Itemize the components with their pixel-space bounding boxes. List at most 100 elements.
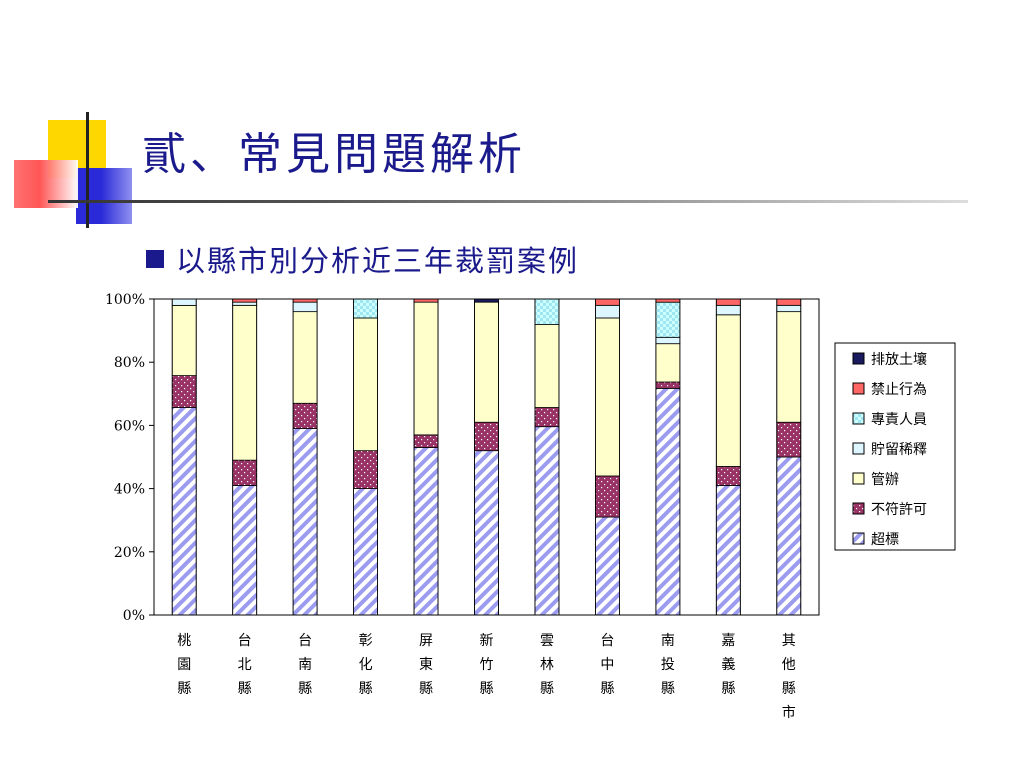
legend-swatch [852, 442, 865, 455]
bar-segment-超標 [232, 485, 258, 616]
bar-segment-不符許可 [171, 375, 197, 408]
y-tick-label: 80% [114, 355, 145, 371]
legend-swatch [852, 532, 865, 545]
bar-outline [715, 298, 741, 616]
bar-segment-超標 [171, 407, 197, 616]
bar-segment-超標 [715, 485, 741, 616]
bar-segment-禁止行為 [232, 298, 258, 303]
category-label-char: 縣 [359, 681, 373, 697]
bar-segment-管辦 [413, 301, 439, 436]
category-label-char: 縣 [177, 681, 191, 697]
bar-outline [413, 298, 439, 616]
bar-segment-不符許可 [232, 459, 258, 486]
category-label-char: 縣 [782, 681, 796, 697]
bar-outline [595, 298, 620, 616]
bar-outline [292, 298, 318, 616]
bar-segment-不符許可 [595, 475, 620, 518]
legend-swatch [852, 472, 865, 485]
slide-title: 貳、常見問題解析 [142, 129, 526, 180]
y-tick-label: 20% [114, 545, 145, 561]
category-label-char: 竹 [480, 657, 494, 673]
bar-segment-管辦 [292, 311, 318, 404]
bar-segment-禁止行為 [655, 298, 681, 303]
category-label-char: 東 [419, 657, 433, 673]
bar-segment-排放土壤 [474, 298, 499, 303]
bar-segment-管辦 [232, 304, 258, 461]
bar-segment-管辦 [171, 304, 197, 377]
category-label-char: 縣 [298, 681, 312, 697]
bar-segment-禁止行為 [292, 298, 318, 303]
legend-label: 貯留稀釋 [871, 442, 927, 458]
bar-segment-不符許可 [655, 381, 681, 389]
bar-segment-管辦 [715, 314, 741, 467]
legend-swatch [852, 502, 865, 515]
category-label-char: 化 [359, 657, 373, 673]
category-label-char: 台 [600, 633, 614, 649]
category-label-char: 南 [298, 657, 312, 673]
legend-label: 管辦 [871, 472, 899, 488]
legend-label: 專責人員 [871, 412, 927, 428]
bar-outline [534, 298, 560, 616]
category-label-char: 台 [298, 633, 312, 649]
bar-segment-不符許可 [474, 421, 499, 452]
bar-segment-貯留稀釋 [655, 336, 681, 345]
bar-outline [655, 298, 681, 616]
bar-segment-管辦 [474, 301, 499, 423]
bar-segment-不符許可 [292, 402, 318, 429]
bar-segment-超標 [595, 516, 620, 616]
bar-segment-不符許可 [715, 466, 741, 486]
category-label-char: 林 [540, 657, 554, 673]
bar-segment-超標 [776, 456, 802, 616]
bar-segment-不符許可 [353, 450, 378, 489]
legend-swatch [852, 382, 865, 395]
bar-segment-專責人員 [353, 298, 378, 319]
bar-segment-貯留稀釋 [715, 304, 741, 316]
bar-segment-超標 [474, 450, 499, 616]
bar-segment-禁止行為 [413, 298, 439, 303]
bar-segment-超標 [655, 387, 681, 616]
category-label-char: 其 [782, 633, 796, 649]
legend-swatch [852, 352, 865, 365]
bar-segment-管辦 [776, 311, 802, 423]
bar-segment-貯留稀釋 [232, 301, 258, 306]
bar-segment-禁止行為 [776, 298, 802, 306]
legend-label: 不符許可 [871, 502, 927, 518]
bar-segment-貯留稀釋 [171, 298, 197, 306]
category-label-char: 市 [782, 704, 796, 721]
y-tick-label: 60% [114, 418, 145, 434]
category-label-char: 南 [661, 633, 675, 649]
bar-segment-不符許可 [534, 407, 560, 428]
y-tick-label: 40% [114, 482, 145, 498]
bar-outline [474, 298, 499, 616]
category-label-char: 北 [238, 657, 252, 673]
bar-segment-貯留稀釋 [776, 304, 802, 313]
category-label-char: 縣 [480, 681, 494, 697]
bar-segment-禁止行為 [595, 298, 620, 306]
category-label-char: 他 [782, 657, 796, 673]
category-label-char: 縣 [419, 681, 433, 697]
bar-segment-超標 [413, 447, 439, 616]
bullet-text: 以縣市別分析近三年裁罰案例 [176, 244, 580, 278]
bar-outline [353, 298, 378, 616]
category-label-char: 台 [238, 633, 252, 649]
category-label-char: 雲 [540, 633, 554, 649]
bar-segment-管辦 [595, 317, 620, 477]
bar-segment-超標 [534, 426, 560, 616]
category-label-char: 屏 [419, 633, 433, 649]
bar-segment-管辦 [655, 343, 681, 383]
deco-horizontal-line [48, 200, 968, 203]
bar-segment-管辦 [353, 317, 378, 452]
category-label-char: 義 [721, 656, 735, 673]
y-tick-label: 100% [105, 292, 145, 308]
category-label-char: 新 [480, 633, 494, 649]
legend-label: 超標 [871, 532, 899, 548]
category-label-char: 園 [177, 657, 191, 673]
category-label-char: 縣 [661, 681, 675, 697]
legend-swatch [852, 412, 865, 425]
bar-segment-管辦 [534, 324, 560, 408]
category-label-char: 縣 [600, 681, 614, 697]
deco-blue-square [76, 168, 132, 224]
category-label-char: 彰 [359, 632, 373, 649]
bullet-item: 以縣市別分析近三年裁罰案例 [146, 238, 579, 280]
bar-segment-貯留稀釋 [292, 301, 318, 313]
